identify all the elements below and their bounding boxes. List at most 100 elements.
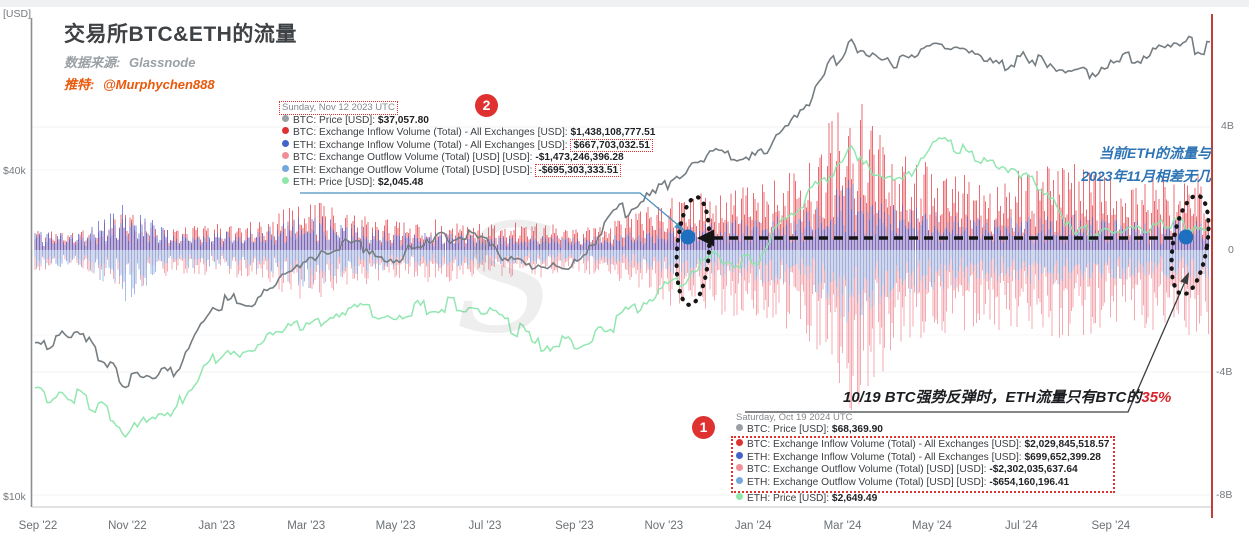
x-axis-tick: Sep '23 bbox=[555, 520, 594, 532]
tooltip-label: BTC: Exchange Outflow Volume (Total) [US… bbox=[747, 464, 990, 476]
x-axis-tick: Jul '24 bbox=[1004, 520, 1038, 532]
tooltip-label: BTC: Exchange Inflow Volume (Total) - Al… bbox=[747, 439, 1025, 451]
x-axis-labels: Sep '22 Nov '22 Jan '23 Mar '23 May '23 Jul '… bbox=[0, 520, 1249, 540]
nov-leader-arrowhead bbox=[674, 221, 684, 231]
x-axis-tick: Jan '24 bbox=[734, 520, 772, 532]
tooltip-label: ETH: Exchange Outflow Volume (Total) [US… bbox=[747, 476, 990, 488]
tooltip-label: ETH: Price [USD]: bbox=[293, 177, 378, 189]
tooltip-row: ETH: Exchange Outflow Volume (Total) [US… bbox=[282, 163, 655, 177]
badge-1: 1 bbox=[692, 416, 715, 439]
series-dot-icon bbox=[282, 152, 289, 160]
series-dot-icon bbox=[282, 139, 289, 147]
tooltip-row: ETH: Exchange Inflow Volume (Total) - Al… bbox=[282, 138, 655, 152]
series-dot-icon bbox=[736, 451, 743, 459]
twitter-value[interactable]: @Murphychen888 bbox=[102, 77, 215, 92]
tooltip-label: ETH: Exchange Outflow Volume (Total) [US… bbox=[293, 164, 536, 176]
tooltip-label: BTC: Exchange Outflow Volume (Total) [US… bbox=[293, 152, 536, 164]
gridlines bbox=[32, 126, 1210, 496]
highlighted-values-box: BTC: Exchange Inflow Volume (Total) - Al… bbox=[731, 436, 1116, 494]
series-dot-icon bbox=[736, 476, 743, 484]
series-dot-icon bbox=[736, 424, 743, 431]
series-dot-icon bbox=[282, 177, 289, 185]
tooltip-row: BTC: Price [USD]: $37,057.80 bbox=[282, 115, 655, 127]
tooltip-row: BTC: Price [USD]: $68,369.90 bbox=[736, 424, 1115, 436]
tooltip-label: BTC: Price [USD]: bbox=[293, 115, 378, 126]
tooltip-value: $37,057.80 bbox=[377, 115, 429, 126]
tooltip-oct-19-2024: Saturday, Oct 19 2024 UTC BTC: Price [USD… bbox=[731, 412, 1116, 505]
oct2024-point-marker[interactable] bbox=[1178, 229, 1194, 245]
oct-pointer-arrowhead bbox=[1180, 272, 1189, 285]
btc-price-line bbox=[34, 35, 1211, 389]
x-axis-tick: Mar '23 bbox=[287, 520, 326, 532]
comparison-arrowhead bbox=[697, 229, 714, 247]
right-axis-tick-4b: 4B bbox=[1221, 120, 1234, 132]
x-axis-tick: May '23 bbox=[375, 520, 416, 532]
tooltip-row: ETH: Exchange Outflow Volume (Total) [US… bbox=[736, 476, 1109, 489]
badge-2: 2 bbox=[475, 94, 498, 117]
left-axis-tick-40k: $40k bbox=[3, 165, 26, 177]
tooltip-row: ETH: Price [USD]: $2,045.48 bbox=[282, 177, 655, 189]
tooltip-label: ETH: Price [USD]: bbox=[747, 493, 832, 505]
tooltip-date: Saturday, Oct 19 2024 UTC bbox=[736, 412, 853, 423]
tooltip-label: BTC: Price [USD]: bbox=[747, 424, 832, 435]
left-axis-tick-10k: $10k bbox=[3, 491, 26, 503]
x-axis-tick: Jan '23 bbox=[198, 520, 236, 532]
tooltip-value: -$2,302,035,637.64 bbox=[989, 464, 1078, 476]
x-axis-tick: Nov '23 bbox=[644, 520, 684, 532]
note-highlight-percent: 35% bbox=[1141, 389, 1172, 406]
btc-rebound-note: 10/19 BTC强势反弹时，ETH流量只有BTC的35% bbox=[843, 386, 1171, 407]
tooltip-value: -$695,303,333.51 bbox=[535, 163, 622, 177]
page-title: 交易所BTC&ETH的流量 bbox=[64, 23, 297, 46]
tooltip-value: $699,652,399.28 bbox=[1024, 451, 1101, 463]
right-axis-tick-m8b: -8B bbox=[1216, 489, 1233, 501]
tooltip-value: $2,029,845,518.57 bbox=[1024, 439, 1110, 451]
source-label: 数据来源: bbox=[64, 55, 121, 70]
series-dot-icon bbox=[736, 493, 743, 501]
page-background-strip bbox=[0, 0, 1249, 7]
oct-annotation-pointer-line bbox=[745, 276, 1188, 413]
data-source: 数据来源: Glassnode bbox=[64, 52, 195, 71]
tooltip-value: $1,438,108,777.51 bbox=[570, 127, 656, 139]
tooltip-date: Sunday, Nov 12 2023 UTC bbox=[279, 101, 398, 115]
series-dot-icon bbox=[736, 439, 743, 447]
tooltip-row: ETH: Price [USD]: $2,649.49 bbox=[736, 493, 1115, 505]
tooltip-value: $2,045.48 bbox=[377, 177, 424, 189]
tooltip-value: -$654,160,196.41 bbox=[989, 476, 1070, 488]
x-axis-tick: May '24 bbox=[912, 520, 952, 532]
watermark: S bbox=[455, 193, 558, 367]
left-axis-unit: [USD] bbox=[3, 8, 32, 20]
source-value: Glassnode bbox=[128, 55, 196, 70]
eth-flow-comparison-note: 当前ETH的流量与 2023年11月相差无几 bbox=[1015, 142, 1211, 188]
nov2023-point-marker[interactable] bbox=[680, 229, 696, 245]
tooltip-label: ETH: Exchange Inflow Volume (Total) - Al… bbox=[293, 139, 571, 151]
tooltip-value: $68,369.90 bbox=[831, 424, 883, 435]
note-line-1: 当前ETH的流量与 bbox=[1099, 145, 1211, 161]
series-dot-icon bbox=[282, 115, 289, 122]
tooltip-value: $2,649.49 bbox=[831, 493, 878, 505]
series-dot-icon bbox=[736, 464, 743, 472]
tooltip-row: BTC: Exchange Outflow Volume (Total) [US… bbox=[282, 152, 655, 164]
x-axis-tick: Mar '24 bbox=[823, 520, 862, 532]
series-dot-icon bbox=[282, 127, 289, 135]
eth-price-line bbox=[34, 136, 1211, 439]
tooltip-value: $667,703,032.51 bbox=[570, 138, 653, 152]
note-text: 10/19 BTC强势反弹时，ETH流量只有BTC的 bbox=[843, 389, 1142, 406]
note-line-2: 2023年11月相差无几 bbox=[1081, 168, 1211, 184]
oct2024-highlight-ellipse bbox=[1169, 193, 1211, 297]
tooltip-value: -$1,473,246,396.28 bbox=[535, 152, 624, 164]
series-dot-icon bbox=[282, 164, 289, 172]
x-axis-tick: Sep '24 bbox=[1091, 520, 1131, 532]
tooltip-row: BTC: Exchange Inflow Volume (Total) - Al… bbox=[736, 439, 1109, 451]
right-axis-tick-m4b: -4B bbox=[1216, 366, 1233, 378]
eth-outflow-bars bbox=[34, 250, 1209, 323]
twitter-handle[interactable]: 推特: @Murphychen888 bbox=[64, 74, 215, 93]
twitter-label: 推特: bbox=[64, 77, 95, 92]
tooltip-row: BTC: Exchange Outflow Volume (Total) [US… bbox=[736, 464, 1109, 476]
tooltip-row: BTC: Exchange Inflow Volume (Total) - Al… bbox=[282, 127, 655, 139]
tooltip-nov-12-2023: Sunday, Nov 12 2023 UTC BTC: Price [USD]:… bbox=[279, 97, 655, 189]
nov-tooltip-leader-line bbox=[300, 192, 685, 231]
right-axis-tick-0: 0 bbox=[1228, 244, 1234, 256]
x-axis-tick: Sep '22 bbox=[18, 520, 58, 532]
